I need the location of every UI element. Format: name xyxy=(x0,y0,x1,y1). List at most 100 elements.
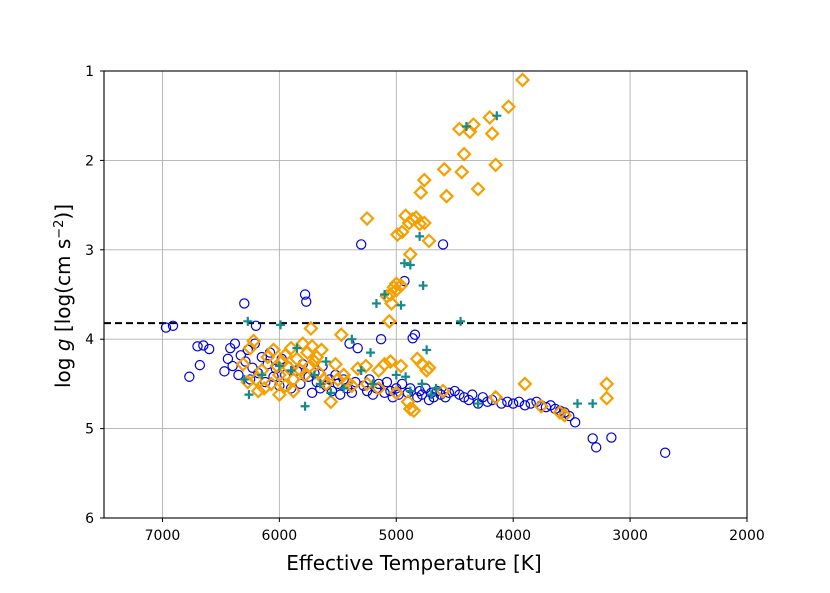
diamond-point xyxy=(371,362,387,379)
diamond-point xyxy=(318,376,334,392)
plus-point xyxy=(244,390,254,400)
series-diamonds xyxy=(235,72,615,423)
plus-point xyxy=(239,374,249,384)
diamond-point xyxy=(271,387,287,403)
circle-point xyxy=(482,396,493,407)
circle-point xyxy=(463,394,474,406)
x-tick-label: 7000 xyxy=(145,528,181,544)
circle-point xyxy=(443,387,455,399)
plus-point xyxy=(588,399,598,409)
diamond-point xyxy=(235,356,251,372)
plus-point xyxy=(426,390,436,400)
y-axis-label-symbol: g xyxy=(51,338,75,351)
diamond-point xyxy=(514,72,531,88)
circle-point xyxy=(334,389,346,400)
diamond-point xyxy=(302,358,318,374)
y-tick-label: 4 xyxy=(85,332,94,348)
diamond-point xyxy=(408,210,424,226)
circle-point xyxy=(381,376,393,388)
circle-point xyxy=(361,385,373,397)
circle-point xyxy=(160,322,172,333)
series-circles xyxy=(160,239,671,458)
diamond-point xyxy=(599,376,615,392)
diamond-point xyxy=(557,407,573,423)
plus-point xyxy=(274,361,284,371)
plus-point xyxy=(461,121,471,131)
diamond-point xyxy=(389,227,405,243)
diamond-point xyxy=(436,161,452,177)
data-points xyxy=(160,72,671,458)
diamond-point xyxy=(386,279,402,295)
diamond-point xyxy=(246,333,262,349)
y-tick-label: 5 xyxy=(85,422,94,438)
plus-point xyxy=(300,401,310,411)
diamond-point xyxy=(402,246,418,262)
diamond-point xyxy=(456,146,472,162)
x-tick-label: 6000 xyxy=(262,528,298,544)
diamond-point xyxy=(263,376,279,392)
plus-point xyxy=(492,111,502,121)
diamond-point xyxy=(517,376,533,392)
circle-point xyxy=(233,369,244,381)
circle-point xyxy=(229,338,241,349)
plus-point xyxy=(366,348,376,358)
diamond-point xyxy=(277,378,293,394)
circle-point xyxy=(606,432,617,443)
y-axis-label-unit-close: )] xyxy=(51,204,75,220)
diamond-point xyxy=(451,121,467,137)
diamond-point xyxy=(304,338,320,354)
diamond-point xyxy=(405,211,421,227)
diamond-point xyxy=(256,380,272,396)
diamond-point xyxy=(281,360,297,376)
plus-point xyxy=(473,399,483,409)
circle-point xyxy=(167,320,179,331)
diamond-point xyxy=(454,164,470,180)
y-tick-label: 2 xyxy=(85,153,94,169)
diamond-point xyxy=(295,336,311,352)
plus-point xyxy=(371,298,381,308)
diamond-point xyxy=(359,210,375,227)
plus-point xyxy=(399,258,409,268)
circle-point xyxy=(299,289,311,300)
circle-point xyxy=(239,298,250,309)
plus-point xyxy=(347,334,357,344)
diamond-point xyxy=(416,215,432,231)
diamond-point xyxy=(382,353,398,370)
diamond-point xyxy=(416,172,432,188)
circle-point xyxy=(396,378,408,390)
grid xyxy=(104,70,748,519)
series-plus xyxy=(239,111,598,411)
circle-point xyxy=(306,387,318,399)
plot-frame xyxy=(103,70,748,519)
circle-point xyxy=(356,239,367,250)
circle-point xyxy=(587,433,598,444)
circle-point xyxy=(346,387,358,399)
plus-point xyxy=(326,388,336,398)
plus-point xyxy=(368,379,378,389)
plus-point xyxy=(339,383,349,393)
plus-point xyxy=(396,300,406,310)
circle-point xyxy=(564,410,575,422)
circle-point xyxy=(409,329,421,340)
diamond-point xyxy=(384,295,400,311)
plus-point xyxy=(405,386,415,396)
y-tick-label: 3 xyxy=(85,243,94,259)
x-tick-label: 5000 xyxy=(378,528,414,544)
plus-point xyxy=(418,281,428,291)
y-axis-label: log g [log(cm s−2)] xyxy=(51,204,75,388)
diamond-point xyxy=(283,340,299,356)
diamond-point xyxy=(358,358,374,374)
y-axis-label-prefix: log xyxy=(51,351,75,388)
diamond-point xyxy=(421,233,437,249)
plus-point xyxy=(276,320,286,330)
x-axis-label: Effective Temperature [K] xyxy=(286,551,541,575)
diamond-point xyxy=(371,380,387,396)
plus-point xyxy=(431,383,441,393)
diamond-point xyxy=(406,403,422,419)
circle-point xyxy=(250,320,262,331)
diamond-point xyxy=(250,383,266,399)
circle-point xyxy=(519,400,531,411)
circle-point xyxy=(184,371,195,382)
plus-point xyxy=(422,345,432,355)
circle-point xyxy=(198,340,209,351)
